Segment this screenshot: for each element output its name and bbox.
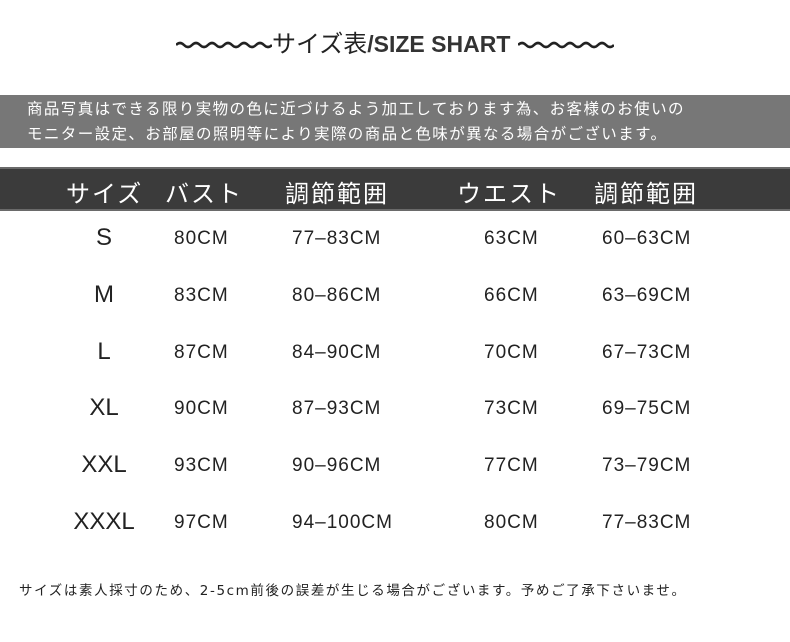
cell-bust-range: 80–86CM xyxy=(292,284,382,306)
cell-waist: 66CM xyxy=(484,284,539,306)
table-row: XXXL 97CM 94–100CM 80CM 77–83CM xyxy=(0,504,790,544)
cell-waist: 73CM xyxy=(484,398,539,420)
header-bust: バスト xyxy=(165,180,243,208)
cell-bust: 87CM xyxy=(174,341,229,363)
cell-bust-range: 87–93CM xyxy=(292,398,382,420)
table-row: XXL 93CM 90–96CM 77CM 73–79CM xyxy=(0,447,790,487)
title-en: /SIZE SHART xyxy=(367,31,511,57)
table-header: サイズ バスト 調節範囲 ウエスト 調節範囲 xyxy=(0,167,790,211)
cell-waist-range: 69–75CM xyxy=(602,398,692,420)
cell-waist: 63CM xyxy=(484,228,539,249)
cell-size: XXXL xyxy=(73,508,135,535)
cell-bust: 80CM xyxy=(174,228,229,249)
notice-line-2: モニター設定、お部屋の照明等により実際の商品と色味が異なる場合がございます。 xyxy=(27,125,668,143)
header-waist: ウエスト xyxy=(457,180,561,208)
page-title: サイズ表/SIZE SHART xyxy=(0,24,790,59)
table-row: S 80CM 77–83CM 63CM 60–63CM xyxy=(0,220,790,260)
cell-waist: 80CM xyxy=(484,512,539,533)
cell-waist-range: 63–69CM xyxy=(602,284,692,306)
cell-bust-range: 90–96CM xyxy=(292,455,382,477)
cell-bust-range: 77–83CM xyxy=(292,228,382,249)
wave-ornament-right-icon xyxy=(518,41,615,49)
cell-size: XL xyxy=(89,394,119,422)
cell-size: L xyxy=(97,337,111,365)
cell-waist: 70CM xyxy=(484,341,539,363)
table-row: L 87CM 84–90CM 70CM 67–73CM xyxy=(0,334,790,374)
notice-line-1: 商品写真はできる限り実物の色に近づけるよう加工しております為、お客様のお使いの xyxy=(27,100,685,118)
cell-size: S xyxy=(95,224,112,251)
cell-waist-range: 67–73CM xyxy=(602,341,692,363)
header-bust-range: 調節範囲 xyxy=(285,180,389,208)
color-notice-banner: 商品写真はできる限り実物の色に近づけるよう加工しております為、お客様のお使いの … xyxy=(0,95,790,148)
cell-size: M xyxy=(94,280,114,308)
cell-waist-range: 73–79CM xyxy=(602,455,692,477)
cell-bust: 93CM xyxy=(174,455,229,477)
cell-bust: 83CM xyxy=(174,284,229,306)
title-jp: サイズ表 xyxy=(271,30,368,58)
cell-bust-range: 94–100CM xyxy=(292,512,393,533)
header-size: サイズ xyxy=(66,180,144,208)
cell-waist-range: 60–63CM xyxy=(602,228,692,249)
measurement-disclaimer: サイズは素人採寸のため、2-5cm前後の誤差が生じる場合がございます。予めご了承… xyxy=(19,583,687,599)
cell-bust: 90CM xyxy=(174,398,229,420)
cell-size: XXL xyxy=(81,451,127,479)
table-row: M 83CM 80–86CM 66CM 63–69CM xyxy=(0,277,790,317)
cell-bust-range: 84–90CM xyxy=(292,341,382,363)
header-waist-range: 調節範囲 xyxy=(594,180,698,208)
cell-bust: 97CM xyxy=(174,512,229,533)
cell-waist-range: 77–83CM xyxy=(602,512,692,533)
cell-waist: 77CM xyxy=(484,455,539,477)
table-row: XL 90CM 87–93CM 73CM 69–75CM xyxy=(0,390,790,430)
wave-ornament-left-icon xyxy=(175,41,272,49)
